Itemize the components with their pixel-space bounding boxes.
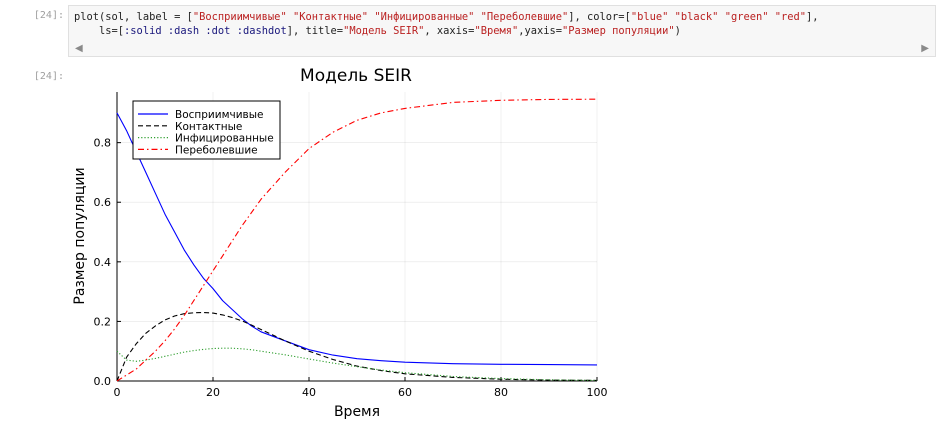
scroll-left-icon[interactable]: ◀ bbox=[75, 43, 83, 54]
legend-label-3: Инфицированные bbox=[175, 133, 274, 145]
legend-label-4: Переболевшие bbox=[175, 144, 258, 156]
y-tick-label: 0.2 bbox=[94, 315, 112, 328]
series-line-4 bbox=[116, 98, 598, 382]
y-tick-label: 0.6 bbox=[94, 196, 112, 209]
x-tick-label: 60 bbox=[398, 386, 412, 399]
code-editor[interactable]: plot(sol, label = ["Восприимчивые" "Конт… bbox=[74, 10, 819, 38]
x-tick-label: 20 bbox=[206, 386, 220, 399]
y-tick-label: 0.8 bbox=[94, 137, 112, 150]
x-tick-label: 100 bbox=[587, 386, 608, 399]
chart-svg: Модель SEIR 0 20 40 60 80 1000.00.20.40.60.8 … bbox=[72, 66, 608, 420]
output-prompt: [24]: bbox=[33, 71, 64, 82]
legend-label-1: Восприимчивые bbox=[175, 109, 263, 121]
y-axis-label: Размер популяции bbox=[72, 167, 88, 304]
series-group bbox=[116, 98, 598, 382]
code-line-1: plot(sol, label = ["Восприимчивые" "Конт… bbox=[74, 11, 819, 23]
chart-title: Модель SEIR bbox=[300, 66, 412, 86]
x-axis-label: Время bbox=[334, 404, 380, 420]
x-tick-label: 80 bbox=[494, 386, 508, 399]
axis-ticks: 0 20 40 60 80 100 0.0 0.2 0.4 0.6 0.8 bbox=[94, 137, 608, 399]
series-line-2 bbox=[116, 311, 598, 382]
code-cell-input[interactable]: plot(sol, label = ["Восприимчивые" "Конт… bbox=[68, 5, 936, 57]
seir-plot: Модель SEIR 0 20 40 60 80 100 0.0 0.2 0.4 0.6 0.8 … bbox=[68, 60, 628, 428]
series-line-1 bbox=[116, 112, 598, 366]
legend: ВосприимчивыеКонтактныеИнфицированныеПер… bbox=[132, 100, 281, 160]
scroll-right-icon[interactable]: ▶ bbox=[921, 43, 929, 54]
legend-label-2: Контактные bbox=[175, 121, 242, 133]
code-line-2: ls=[:solid :dash :dot :dashdot], title="… bbox=[74, 25, 681, 37]
y-tick-label: 0.4 bbox=[94, 256, 112, 269]
horizontal-scrollbar[interactable]: ◀ ▶ bbox=[69, 42, 935, 56]
x-tick-label: 40 bbox=[302, 386, 316, 399]
y-tick-label: 0.0 bbox=[94, 375, 112, 388]
x-tick-label: 0 bbox=[114, 386, 121, 399]
input-prompt: [24]: bbox=[33, 10, 64, 21]
